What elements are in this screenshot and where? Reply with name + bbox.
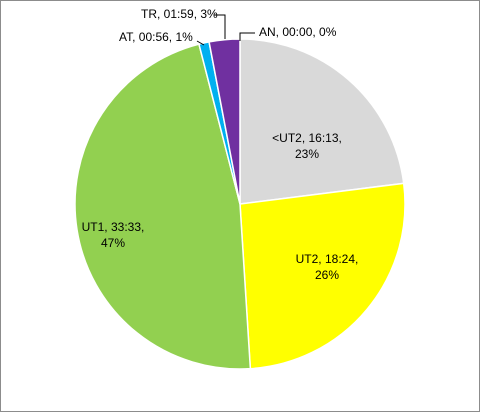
leader-line-an [239,32,255,41]
pie-slice-ut1 [74,43,252,370]
pie-slice-ut2 [239,38,405,205]
pie-slices [74,38,406,370]
data-labels: AN, 00:00, 0% <UT2, 16:13, 23% UT2, 18:24, 2… [82,7,359,282]
data-label-ut1: UT1, 33:33, 47% [82,220,145,250]
leader-line-tr [214,14,226,39]
leader-line-at [196,40,205,46]
leader-lines [196,14,255,46]
data-label-ut2: <UT2, 16:13, 23% [272,131,342,161]
data-label-ut2: UT2, 18:24, 26% [296,252,359,282]
data-label-at: AT, 00:56, 1% [119,30,193,44]
data-label-tr: TR, 01:59, 3% [141,7,218,21]
data-label-an: AN, 00:00, 0% [259,25,337,39]
pie-slice-ut2 [239,182,406,370]
